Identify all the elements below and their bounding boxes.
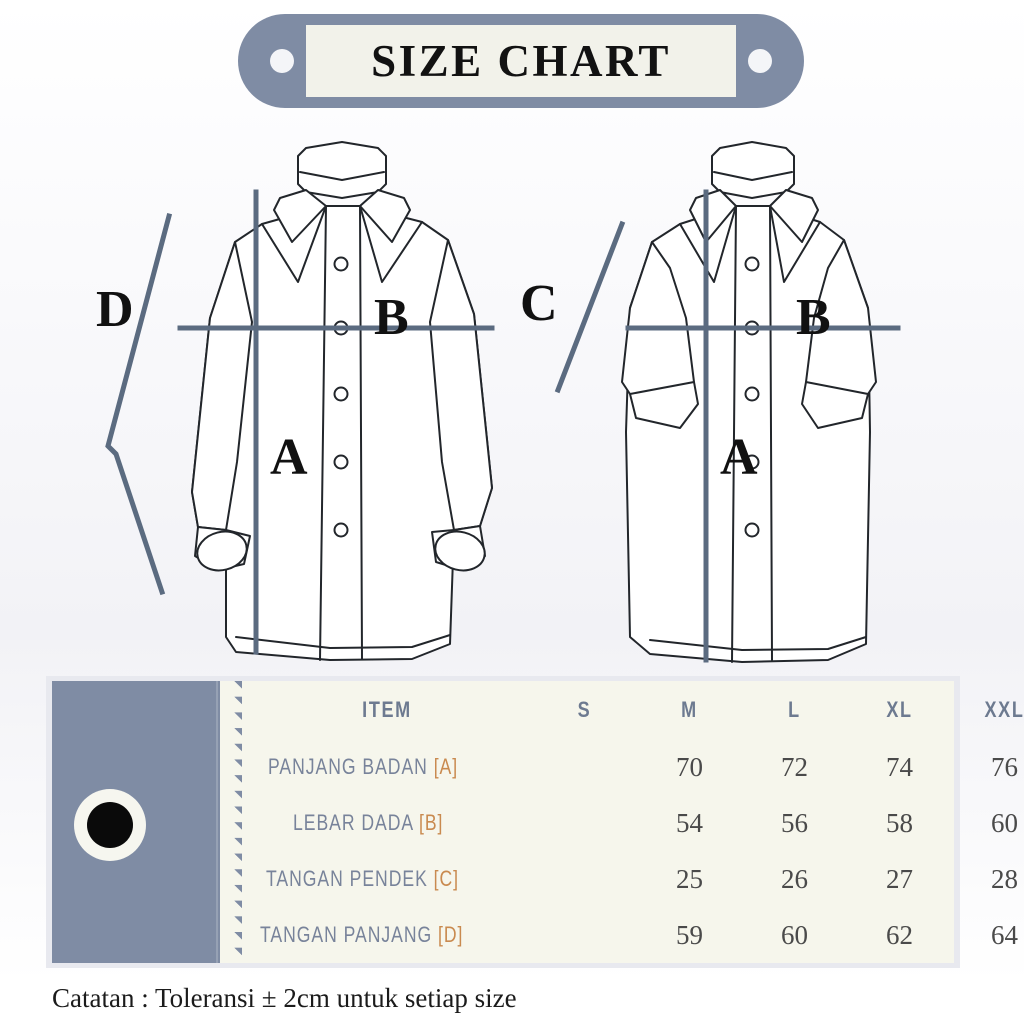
shirt-line-art	[105, 141, 901, 663]
cell-m: 70	[676, 751, 703, 782]
table-row: TANGAN PANJANG [D] 59 60 62 64	[242, 907, 1024, 963]
table-row: TANGAN PENDEK [C] 25 26 27 28	[242, 851, 1024, 907]
item-name: PANJANG BADAN	[268, 754, 429, 779]
badge-label-paper: SIZE CHART	[306, 17, 736, 105]
measure-label-A-long: A	[270, 429, 308, 486]
cell-xl: 74	[886, 751, 913, 782]
col-header-m: M	[681, 697, 698, 722]
short-sleeve-shirt-art	[621, 141, 877, 663]
size-table-card-inner: ITEM S M L XL XXL PANJANG BADAN	[52, 681, 1023, 963]
cell-l: 72	[781, 751, 808, 782]
cell-s	[532, 851, 637, 907]
item-name: TANGAN PANJANG	[259, 922, 433, 947]
measurement-lines	[105, 189, 901, 663]
cell-s	[532, 795, 637, 851]
item-code: [D]	[437, 922, 464, 947]
cell-xl: 27	[886, 863, 913, 894]
item-code: [B]	[418, 810, 444, 835]
tolerance-note: Catatan : Toleransi ± 2cm untuk setiap s…	[52, 983, 517, 1013]
cell-m: 54	[676, 807, 703, 838]
shirt-illustrations: D B A C B A	[30, 132, 994, 672]
measure-label-D: D	[96, 281, 134, 338]
table-row: PANJANG BADAN [A] 70 72 74 76	[242, 739, 1024, 795]
measure-label-A-short: A	[720, 429, 758, 486]
tag-divider	[216, 681, 218, 963]
zigzag-left-edge	[220, 681, 242, 963]
table-header-row: ITEM S M L XL XXL	[242, 681, 1024, 739]
measure-label-B-short: B	[796, 289, 831, 346]
cell-xxl: 64	[991, 919, 1018, 950]
cell-s	[532, 907, 637, 963]
size-table-panel: ITEM S M L XL XXL PANJANG BADAN	[220, 681, 1023, 963]
col-header-item: ITEM	[362, 697, 412, 722]
measure-label-C: C	[520, 275, 558, 332]
cell-l: 56	[781, 807, 808, 838]
row-label-lebar-dada: LEBAR DADA [B]	[242, 795, 532, 851]
col-header-xxl: XXL	[984, 697, 1024, 722]
header-badge: SIZE CHART	[238, 14, 804, 108]
eyelet-icon	[74, 789, 146, 861]
col-header-s: S	[577, 697, 592, 722]
cell-l: 60	[781, 919, 808, 950]
measure-label-B-long: B	[374, 289, 409, 346]
page-title: SIZE CHART	[371, 36, 671, 86]
col-header-xl: XL	[886, 697, 913, 722]
size-table-card: ITEM S M L XL XXL PANJANG BADAN	[46, 676, 1023, 968]
cell-m: 25	[676, 863, 703, 894]
eyelet-hole-icon	[87, 802, 133, 848]
row-label-panjang-badan: PANJANG BADAN [A]	[242, 739, 532, 795]
cell-xl: 58	[886, 807, 913, 838]
row-label-tangan-pendek: TANGAN PENDEK [C]	[242, 851, 532, 907]
cell-xxl: 76	[991, 751, 1018, 782]
item-name: TANGAN PENDEK	[266, 866, 429, 891]
long-sleeve-shirt-art	[191, 141, 493, 661]
badge-hole-right-icon	[748, 49, 772, 73]
table-row: LEBAR DADA [B] 54 56 58 60	[242, 795, 1024, 851]
line-C-short	[554, 220, 626, 394]
cell-xxl: 60	[991, 807, 1018, 838]
cell-m: 59	[676, 919, 703, 950]
item-code: [A]	[433, 754, 459, 779]
cell-s	[532, 739, 637, 795]
badge-hole-left-icon	[270, 49, 294, 73]
cell-xxl: 28	[991, 863, 1018, 894]
item-name: LEBAR DADA	[293, 810, 414, 835]
hang-tag-left	[52, 681, 220, 963]
cell-xl: 62	[886, 919, 913, 950]
row-label-tangan-panjang: TANGAN PANJANG [D]	[242, 907, 532, 963]
size-table: ITEM S M L XL XXL PANJANG BADAN	[242, 681, 1024, 963]
line-D-long	[105, 212, 173, 596]
col-header-l: L	[788, 697, 801, 722]
cell-l: 26	[781, 863, 808, 894]
item-code: [C]	[433, 866, 460, 891]
